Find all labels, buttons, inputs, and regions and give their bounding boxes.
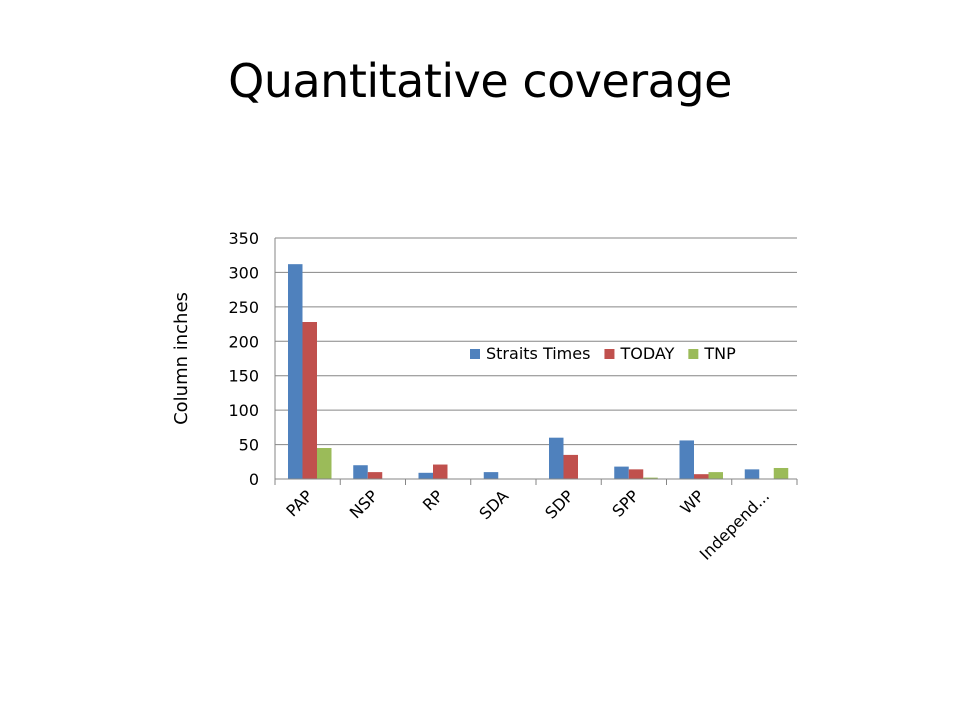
legend-label: TNP [703, 344, 736, 363]
bar-tnp [708, 472, 723, 479]
legend-swatch [470, 349, 480, 359]
bar-today [694, 474, 709, 479]
bar-today [563, 454, 578, 479]
bar-today [433, 464, 448, 479]
x-tick-label: PAP [282, 486, 316, 520]
slide-title: Quantitative coverage [228, 54, 732, 108]
bar-tnp [317, 448, 332, 479]
legend-label: Straits Times [486, 344, 590, 363]
y-tick-label: 150 [228, 367, 259, 386]
bar-today [302, 322, 317, 479]
x-tick-label: SDP [541, 486, 577, 522]
bar-tnp [773, 467, 789, 479]
y-tick-label: 200 [228, 332, 259, 351]
x-tick-label: RP [419, 486, 447, 514]
y-tick-label: 250 [228, 298, 259, 317]
x-tick-label: WP [677, 486, 709, 518]
x-tick-label: SPP [608, 486, 643, 521]
legend-label: TODAY [619, 344, 674, 363]
bar-straits-times [483, 472, 499, 479]
y-tick-label: 100 [228, 401, 259, 420]
bar-straits-times [614, 466, 629, 479]
bar-straits-times [549, 437, 564, 479]
y-tick-label: 300 [228, 263, 259, 282]
bar-straits-times [288, 264, 303, 479]
y-tick-label: 50 [239, 436, 259, 455]
y-tick-label: 350 [228, 229, 259, 248]
bar-straits-times [679, 440, 694, 479]
bar-today [367, 472, 383, 479]
y-axis-title: Column inches [171, 292, 192, 425]
bar-tnp [643, 477, 658, 479]
y-tick-label: 0 [249, 470, 259, 489]
legend-swatch [688, 349, 699, 359]
bar-straits-times [744, 469, 760, 479]
x-tick-label: Independ... [696, 486, 773, 563]
x-tick-label: SDA [475, 486, 512, 523]
bar-today [628, 469, 644, 479]
bar-straits-times [418, 472, 433, 479]
bar-straits-times [353, 465, 368, 479]
x-tick-label: NSP [346, 486, 382, 522]
legend-swatch [604, 349, 615, 359]
